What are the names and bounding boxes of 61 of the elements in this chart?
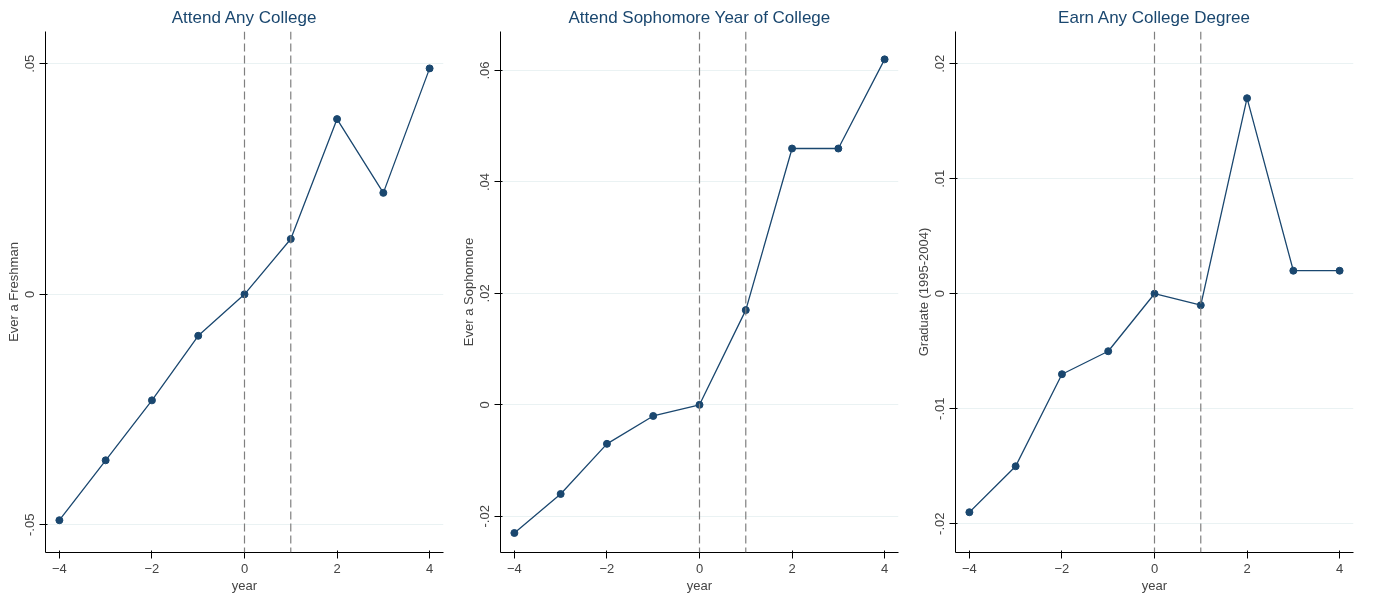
point: [194, 331, 203, 340]
y-axis-title: Ever a Freshman: [5, 242, 21, 342]
x-tick-label: 4: [881, 560, 889, 576]
x-tick-label: 4: [1336, 560, 1344, 576]
point: [788, 144, 797, 153]
x-tick-label: 4: [426, 560, 434, 576]
y-tick-label: .06: [477, 61, 493, 80]
chart-title: Attend Any College: [171, 7, 317, 27]
y-tick-label: -.02: [477, 505, 493, 528]
point: [1196, 301, 1205, 310]
y-tick-label: 0: [477, 401, 493, 409]
point: [965, 508, 974, 517]
x-tick-label: 0: [1150, 560, 1159, 576]
point: [1104, 347, 1113, 356]
point: [880, 55, 889, 64]
point: [1243, 94, 1252, 103]
point: [147, 396, 156, 405]
point: [1057, 370, 1066, 379]
x-tick-label: −2: [599, 560, 615, 576]
point: [1011, 462, 1020, 471]
x-axis-title: year: [686, 577, 713, 593]
y-axis-title: Graduate (1995-2004): [915, 227, 931, 357]
point: [602, 439, 611, 448]
point: [379, 188, 388, 197]
x-tick-label: 0: [695, 560, 704, 576]
x-tick-label: −2: [1054, 560, 1070, 576]
x-axis-title: year: [1141, 577, 1168, 593]
point: [1289, 266, 1298, 275]
point: [649, 411, 658, 420]
point: [101, 456, 110, 465]
x-tick-label: −2: [144, 560, 160, 576]
x-tick-label: 2: [1243, 560, 1251, 576]
y-tick-label: .05: [22, 54, 38, 73]
point: [1335, 266, 1344, 275]
point: [333, 115, 342, 124]
x-tick-label: 2: [333, 560, 341, 576]
chart-title: Earn Any College Degree: [1058, 7, 1250, 27]
y-tick-label: .04: [477, 172, 493, 191]
y-tick-label: 0: [932, 290, 948, 298]
y-axis-title: Ever a Sophomore: [460, 237, 476, 347]
x-tick-label: 2: [788, 560, 796, 576]
y-tick-label: -.01: [932, 397, 948, 420]
x-axis-title: year: [231, 577, 258, 593]
point: [510, 529, 519, 537]
point: [1150, 289, 1159, 298]
y-tick-label: .01: [932, 169, 948, 188]
y-tick-label: 0: [22, 290, 38, 298]
x-tick-label: −4: [961, 560, 977, 576]
y-tick-label: .02: [932, 54, 948, 73]
point: [55, 516, 64, 525]
y-tick-label: .02: [477, 284, 493, 303]
point: [240, 290, 249, 299]
y-tick-label: -.05: [22, 513, 38, 537]
y-tick-label: -.02: [932, 512, 948, 535]
x-tick-label: 0: [240, 560, 249, 576]
point: [425, 64, 434, 73]
x-tick-label: −4: [51, 560, 67, 576]
point: [834, 144, 843, 153]
chart-title: Attend Sophomore Year of College: [568, 7, 831, 27]
x-tick-label: −4: [506, 560, 522, 576]
point: [556, 490, 565, 498]
